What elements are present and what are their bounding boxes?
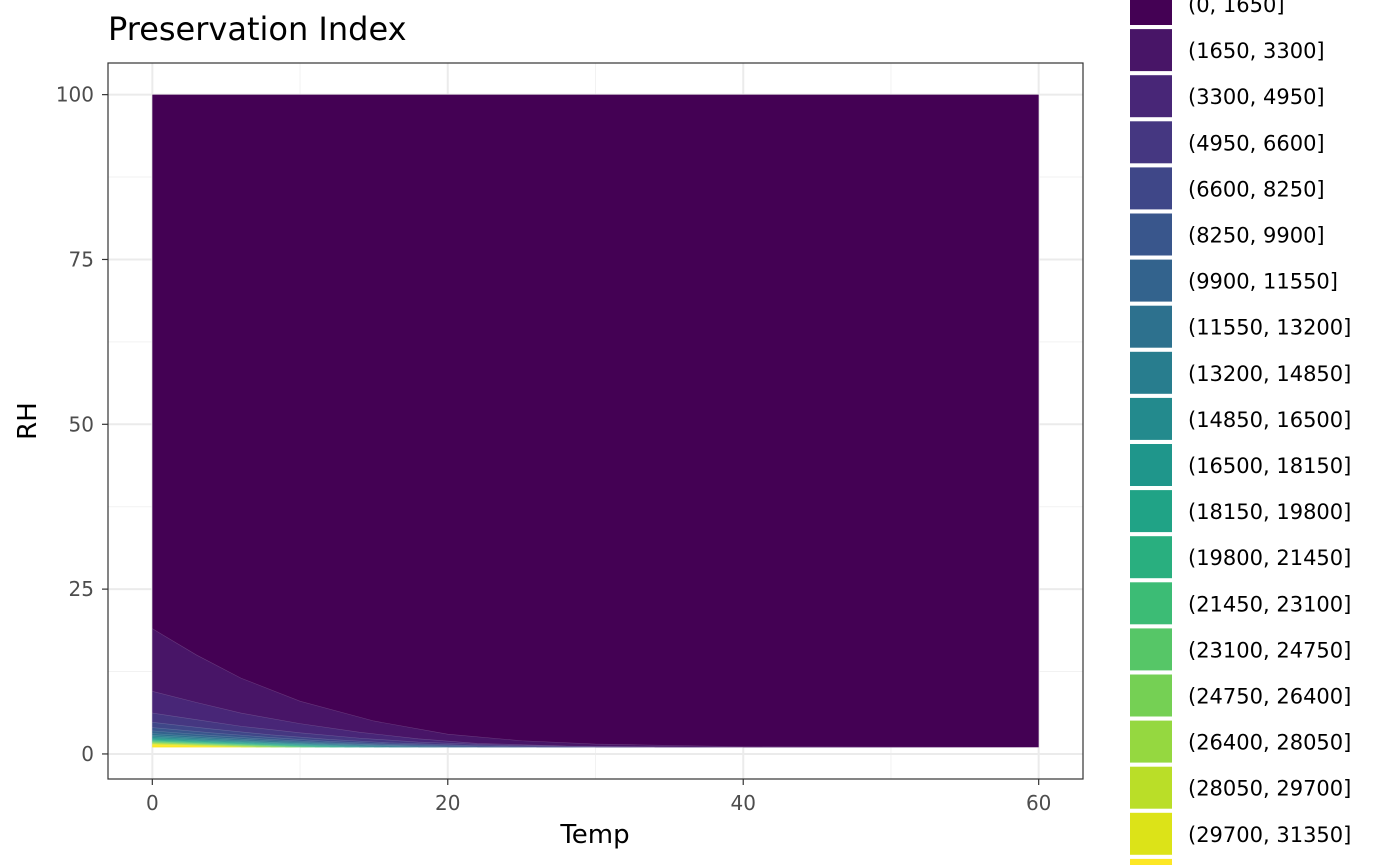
legend-key (1130, 490, 1172, 533)
legend-label: (9900, 11550] (1188, 270, 1338, 294)
legend-key (1130, 397, 1172, 440)
legend-label: (3300, 4950] (1188, 85, 1325, 109)
y-axis: 0 25 50 75 100 (56, 83, 108, 766)
legend: (0, 1650] (1650, 3300] (3300, 4950] (4950, … (1130, 0, 1351, 865)
legend-label: (13200, 14850] (1188, 362, 1351, 386)
legend-key (1130, 259, 1172, 302)
legend-label: (1650, 3300] (1188, 39, 1325, 63)
x-axis-title: Temp (559, 820, 629, 850)
legend-key (1130, 351, 1172, 394)
legend-key (1130, 0, 1172, 25)
legend-key (1130, 305, 1172, 348)
panel-border (107, 62, 1084, 780)
legend-key (1130, 720, 1172, 763)
legend-label: (4950, 6600] (1188, 131, 1325, 155)
x-tick-label: 40 (731, 791, 756, 815)
x-tick-label: 0 (146, 791, 159, 815)
legend-label: (0, 1650] (1188, 0, 1285, 17)
legend-key (1130, 858, 1172, 865)
x-axis: 0 20 40 60 (146, 779, 1051, 815)
legend-key (1130, 582, 1172, 625)
contour-band-19 (152, 744, 241, 748)
legend-key (1130, 628, 1172, 671)
legend-label: (29700, 31350] (1188, 823, 1351, 847)
legend-label: (14850, 16500] (1188, 408, 1351, 432)
legend-label: (6600, 8250] (1188, 177, 1325, 201)
legend-label: (26400, 28050] (1188, 731, 1351, 755)
legend-label: (19800, 21450] (1188, 546, 1351, 570)
legend-key (1130, 812, 1172, 855)
legend-key (1130, 29, 1172, 72)
y-tick-label: 100 (56, 83, 94, 107)
legend-key (1130, 75, 1172, 118)
legend-label: (8250, 9900] (1188, 224, 1325, 248)
legend-label: (23100, 24750] (1188, 638, 1351, 662)
legend-key (1130, 766, 1172, 809)
legend-label: (21450, 23100] (1188, 592, 1351, 616)
legend-label: (24750, 26400] (1188, 685, 1351, 709)
x-tick-label: 20 (435, 791, 460, 815)
legend-label: (16500, 18150] (1188, 454, 1351, 478)
legend-key (1130, 674, 1172, 717)
legend-key (1130, 121, 1172, 164)
y-tick-label: 75 (69, 247, 94, 271)
legend-key (1130, 213, 1172, 256)
contour-bands (152, 94, 1039, 748)
chart-title: Preservation Index (108, 10, 407, 48)
legend-label: (28050, 29700] (1188, 777, 1351, 801)
y-tick-label: 25 (69, 577, 94, 601)
legend-key (1130, 167, 1172, 210)
y-axis-title: RH (13, 402, 43, 440)
legend-key (1130, 536, 1172, 579)
y-tick-label: 0 (81, 742, 94, 766)
x-tick-label: 60 (1026, 791, 1051, 815)
legend-key (1130, 444, 1172, 486)
contour-band-0 (152, 94, 1039, 748)
y-tick-label: 50 (69, 412, 94, 436)
legend-label: (18150, 19800] (1188, 500, 1351, 524)
legend-label: (11550, 13200] (1188, 316, 1351, 340)
